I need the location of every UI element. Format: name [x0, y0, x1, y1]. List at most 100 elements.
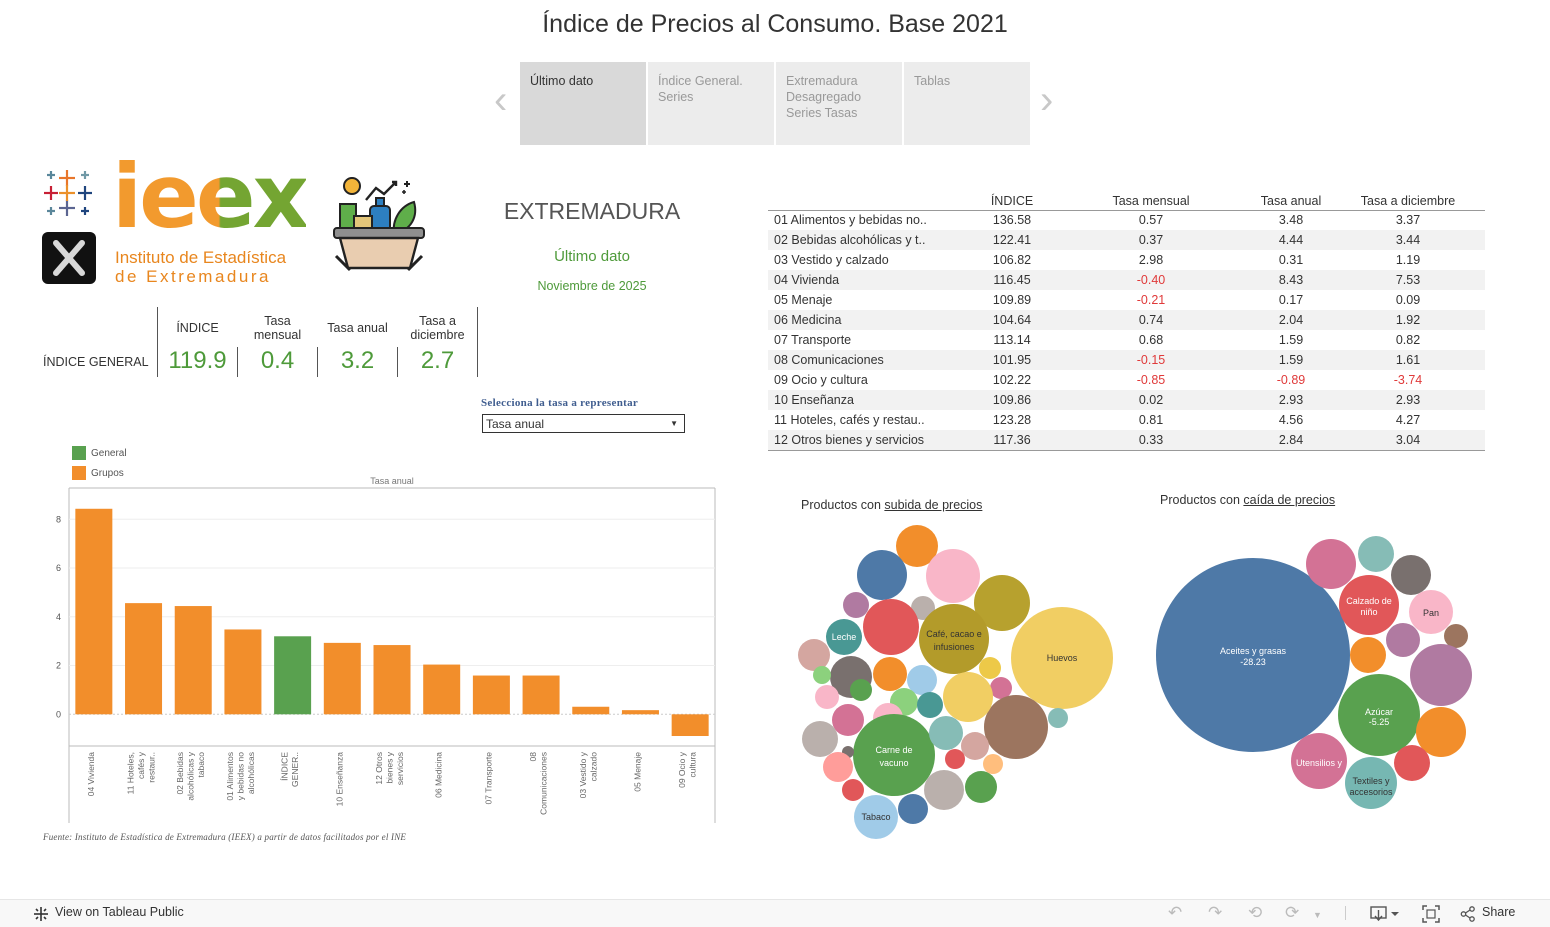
bar[interactable] — [472, 675, 510, 715]
bubble[interactable] — [1391, 555, 1431, 595]
bubble[interactable] — [1156, 558, 1350, 752]
bubble[interactable] — [1339, 575, 1399, 635]
bubble[interactable] — [1345, 757, 1397, 809]
bubble[interactable] — [929, 716, 963, 750]
bubble[interactable] — [1386, 623, 1420, 657]
table-row[interactable]: 09 Ocio y cultura 102.22 -0.85 -0.89 -3.74 — [768, 370, 1485, 390]
ieex-logo-line1: Instituto de Estadística — [115, 248, 287, 267]
table-row[interactable]: 10 Enseñanza 109.86 0.02 2.93 2.93 — [768, 390, 1485, 410]
bar[interactable] — [671, 714, 709, 737]
bar[interactable] — [572, 706, 610, 715]
bubble[interactable] — [896, 525, 938, 567]
bubble[interactable] — [843, 592, 869, 618]
bubble[interactable] — [1394, 745, 1430, 781]
bubble[interactable] — [1350, 637, 1386, 673]
table-row[interactable]: 11 Hoteles, cafés y restau.. 123.28 0.81 4.… — [768, 410, 1485, 430]
bar[interactable] — [522, 675, 560, 715]
next-story-arrow[interactable]: › — [1040, 78, 1054, 122]
table-row[interactable]: 02 Bebidas alcohólicas y t.. 122.41 0.37 4.… — [768, 230, 1485, 250]
table-row[interactable]: 12 Otros bienes y servicios 117.36 0.33 2.8… — [768, 430, 1485, 451]
bubble[interactable] — [798, 639, 830, 671]
bubble[interactable] — [1338, 674, 1420, 756]
selector-label: Selecciona la tasa a representar — [481, 397, 639, 409]
table-row[interactable]: 08 Comunicaciones 101.95 -0.15 1.59 1.61 — [768, 350, 1485, 370]
legend-swatch-grupos[interactable] — [72, 466, 86, 480]
bar[interactable] — [423, 664, 461, 715]
bubble[interactable] — [907, 665, 937, 695]
bubble[interactable] — [945, 749, 965, 769]
bubble[interactable] — [1410, 644, 1472, 706]
bubble[interactable] — [924, 770, 964, 810]
bubble[interactable] — [853, 714, 935, 796]
kpi-header-tasa-diciembre: Tasa a diciembre — [410, 314, 465, 342]
bar[interactable] — [75, 508, 113, 715]
revert-icon[interactable]: ⟲ — [1248, 903, 1263, 922]
prev-story-arrow[interactable]: ‹ — [494, 78, 508, 122]
table-row[interactable]: 07 Transporte 113.14 0.68 1.59 0.82 — [768, 330, 1485, 350]
fullscreen-icon[interactable] — [1422, 905, 1440, 923]
refresh-icon[interactable]: ⟳ — [1285, 903, 1300, 922]
download-icon[interactable] — [1370, 905, 1400, 923]
bubble[interactable] — [1306, 539, 1356, 589]
bubble[interactable] — [832, 704, 864, 736]
bubble[interactable] — [926, 549, 980, 603]
bubble[interactable] — [990, 677, 1012, 699]
bubble[interactable] — [1358, 536, 1394, 572]
refresh-dropdown-icon[interactable]: ▼ — [1313, 910, 1322, 920]
dashboard-title: Índice de Precios al Consumo. Base 2021 — [542, 10, 1008, 38]
bar[interactable] — [373, 645, 411, 715]
table-row[interactable]: 01 Alimentos y bebidas no.. 136.58 0.57 3.4… — [768, 210, 1485, 230]
bubble[interactable] — [898, 794, 928, 824]
bubble[interactable] — [823, 752, 853, 782]
view-on-tableau-link[interactable]: View on Tableau Public — [55, 905, 184, 919]
bubble[interactable] — [813, 666, 831, 684]
redo-icon[interactable]: ↷ — [1208, 903, 1223, 922]
table-row[interactable]: 06 Medicina 104.64 0.74 2.04 1.92 — [768, 310, 1485, 330]
story-tab-ultimo-dato[interactable]: Último dato — [520, 62, 646, 145]
story-tab-extremadura-desagregado[interactable]: Extremadura Desagregado Series Tasas — [776, 62, 902, 145]
bubble[interactable] — [1416, 707, 1466, 757]
bubble[interactable] — [802, 721, 838, 757]
bubble[interactable] — [965, 771, 997, 803]
bubble[interactable] — [863, 599, 919, 655]
bubble[interactable] — [974, 575, 1030, 631]
bar[interactable] — [621, 710, 659, 715]
legend-swatch-general[interactable] — [72, 446, 86, 460]
bubble[interactable] — [1011, 607, 1113, 709]
rate-selector-dropdown[interactable]: Tasa anual ▼ — [482, 414, 685, 433]
bubble[interactable] — [919, 604, 989, 674]
story-tab-indice-general[interactable]: Índice General. Series — [648, 62, 774, 145]
undo-icon[interactable]: ↶ — [1168, 903, 1183, 922]
table-cell-value: 0.31 — [1278, 253, 1304, 267]
bubble[interactable] — [943, 672, 993, 722]
bubble[interactable] — [1291, 733, 1347, 789]
story-tab-tablas[interactable]: Tablas — [904, 62, 1030, 145]
bar[interactable] — [125, 603, 163, 715]
bubble[interactable] — [984, 695, 1048, 759]
bubble[interactable] — [815, 685, 839, 709]
bubble[interactable] — [911, 596, 935, 620]
bubble[interactable] — [1444, 624, 1468, 648]
table-row[interactable]: 04 Vivienda 116.45 -0.40 8.43 7.53 — [768, 270, 1485, 290]
bar[interactable] — [174, 606, 212, 715]
bubble[interactable] — [979, 657, 1001, 679]
bubble[interactable] — [857, 550, 907, 600]
share-button[interactable]: Share — [1482, 905, 1516, 919]
bubble[interactable] — [850, 679, 872, 701]
bubble[interactable] — [961, 732, 989, 760]
bar[interactable] — [323, 642, 361, 715]
bubble[interactable] — [842, 779, 864, 801]
bubble[interactable] — [873, 657, 907, 691]
bubble[interactable] — [1409, 590, 1453, 634]
bar[interactable] — [224, 629, 262, 715]
bubble[interactable] — [983, 754, 1003, 774]
bubble[interactable] — [854, 795, 898, 839]
table-row[interactable]: 05 Menaje 109.89 -0.21 0.17 0.09 — [768, 290, 1485, 310]
share-icon[interactable] — [1460, 906, 1476, 922]
bubble[interactable] — [826, 619, 862, 655]
bubble[interactable] — [1048, 708, 1068, 728]
table-row[interactable]: 03 Vestido y calzado 106.82 2.98 0.31 1.19 — [768, 250, 1485, 270]
table-cell-value: 116.45 — [973, 270, 1051, 290]
bar[interactable] — [274, 636, 312, 715]
bubble[interactable] — [917, 692, 943, 718]
